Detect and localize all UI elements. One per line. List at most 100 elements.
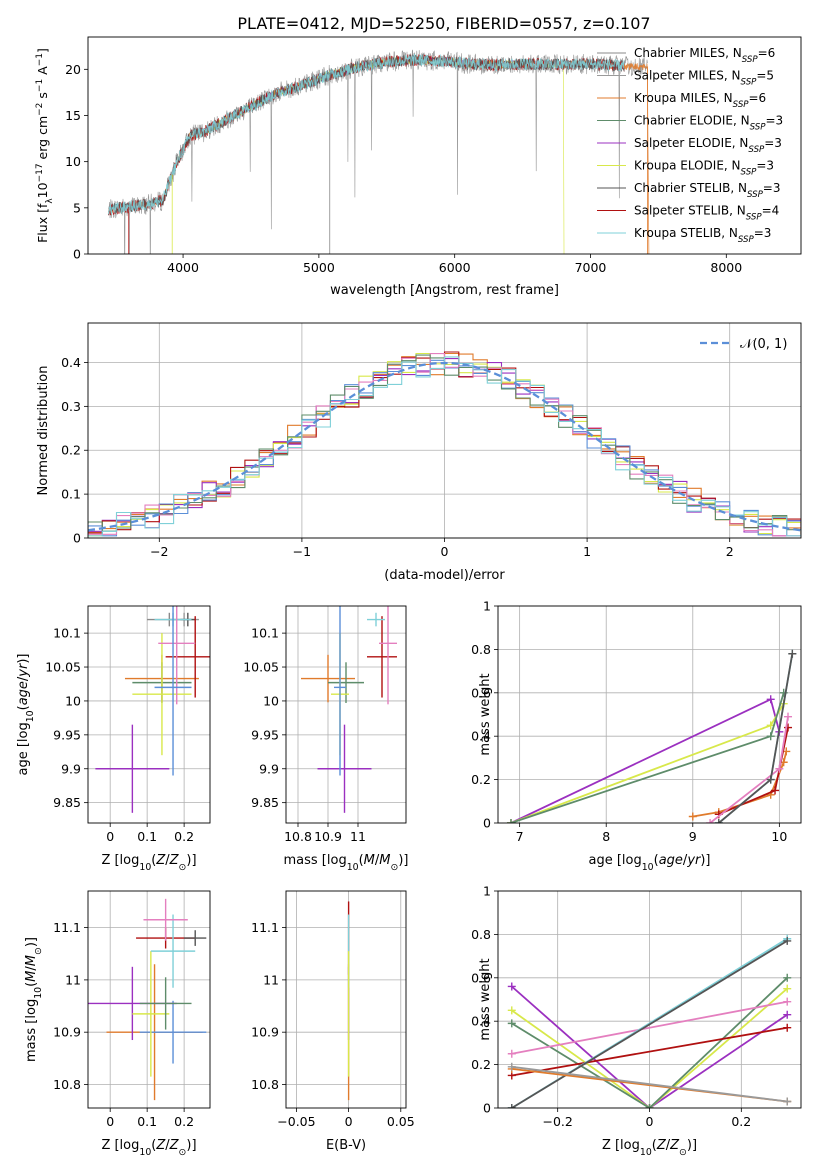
y-tick-label: 0.3 [61, 399, 81, 414]
y-tick-label: 0.2 [471, 1057, 491, 1072]
y-tick-label: 9.85 [251, 795, 279, 810]
x-tick-label: 10.9 [314, 829, 342, 844]
y-axis-label: Flux [fλ10−17 erg cm−2 s−1 A−1] [35, 48, 55, 243]
y-tick-label: 9.95 [53, 727, 81, 742]
weight-marker [783, 936, 792, 945]
weight-marker [507, 1062, 516, 1071]
x-tick-label: −0.05 [277, 1114, 315, 1129]
weight-marker [507, 982, 516, 991]
legend-entry: Kroupa MILES, NSSP=6 [634, 91, 766, 110]
mass_vs_Z-panel: 0 0.1 0.2 10.8 10.9 11 11.1 Z [log10(Z/Z⊙)] mass… [24, 890, 211, 1158]
x-tick-label: 0 [646, 1114, 654, 1129]
error-bars [88, 898, 207, 1101]
y-axis-label: age [log10(age/yr)] [16, 653, 36, 775]
legend-entry: Kroupa STELIB, NSSP=3 [634, 226, 771, 245]
x-tick-label: 0 [106, 1114, 114, 1129]
x-axis-label: mass [log10(M/M⊙)] [284, 853, 409, 873]
y-tick-label: 0.6 [471, 685, 491, 700]
y-tick-label: 11 [263, 972, 279, 987]
axes-frame [497, 890, 802, 1109]
y-axis-label: mass weight [478, 673, 493, 755]
legend-entry: Chabrier MILES, NSSP=6 [634, 46, 775, 65]
x-axis-label: wavelength [Angstrom, rest frame] [330, 283, 559, 298]
y-axis-label: mass weight [478, 958, 493, 1040]
y-tick-label: 0.2 [471, 772, 491, 787]
axes-frame [87, 36, 802, 255]
weight-series [511, 1065, 788, 1103]
y-tick-label: 0.8 [471, 927, 491, 942]
x-tick-label: −0.2 [543, 1114, 573, 1129]
x-axis-label: Z [log10(Z/Z⊙)] [101, 853, 196, 873]
y-tick-label: 10.05 [45, 660, 81, 675]
x-tick-label: 0.1 [137, 829, 157, 844]
x-tick-label: 10.8 [284, 829, 312, 844]
x-tick-label: 10 [771, 829, 787, 844]
weight-marker [507, 1006, 516, 1015]
x-tick-label: 1 [583, 544, 591, 559]
weight-lines [506, 649, 797, 823]
weight-marker [766, 695, 775, 704]
x-tick-label: 0.2 [174, 829, 194, 844]
weight-marker [766, 732, 775, 741]
axes-frame [87, 322, 802, 539]
y-tick-label: 20 [65, 62, 81, 77]
weight-marker [783, 1010, 792, 1019]
x-tick-label: 6000 [439, 260, 471, 275]
axes-frame [285, 890, 407, 1109]
y-tick-label: 10 [263, 693, 279, 708]
axes-frame [87, 890, 211, 1109]
age_vs_mass-panel: 10.8 10.9 11 9.85 9.9 9.95 10 10.05 10.1 mass [lo… [243, 605, 409, 873]
y-tick-label: 0.1 [61, 487, 81, 502]
axes-frame [497, 605, 802, 824]
axes-frame [87, 605, 211, 824]
weight-marker [645, 1104, 654, 1108]
x-tick-label: 8 [602, 829, 610, 844]
legend-entry: Chabrier STELIB, NSSP=3 [634, 181, 781, 200]
weight-series [511, 1000, 788, 1055]
x-tick-label: −1 [293, 544, 311, 559]
weight-series [511, 1026, 788, 1077]
y-tick-label: 0 [483, 816, 491, 831]
legend-entry: Salpeter STELIB, NSSP=4 [634, 204, 779, 223]
x-axis-label: Z [log10(Z/Z⊙)] [101, 1138, 196, 1158]
mass_vs_EBV-panel: −0.05 0 0.05 10.8 10.9 11 11.1 E(B-V) [251, 890, 415, 1153]
x-tick-label: 11 [350, 829, 366, 844]
figure-title: PLATE=0412, MJD=52250, FIBERID=0557, z=0… [237, 14, 650, 33]
weight-series [718, 653, 794, 823]
x-axis-label: age [log10(age/yr)] [588, 853, 710, 873]
error-bars [301, 606, 397, 813]
weight-marker [775, 764, 784, 773]
spectrum-chabrier-stelib [108, 54, 625, 216]
y-tick-label: 0.4 [471, 729, 491, 744]
y-axis-label: Normed distribution [36, 366, 51, 496]
spectrum-kroupa-elodie [196, 56, 565, 254]
y-tick-label: 1 [483, 599, 491, 614]
weight-lines [507, 934, 792, 1108]
x-tick-label: 0 [106, 829, 114, 844]
legend-entry: Kroupa ELODIE, NSSP=3 [634, 159, 774, 178]
x-tick-label: 9 [689, 829, 697, 844]
legend: Chabrier MILES, NSSP=6 Salpeter MILES, NS… [597, 46, 783, 245]
y-tick-label: 0.6 [471, 970, 491, 985]
y-tick-label: 0.4 [471, 1014, 491, 1029]
y-tick-label: 10.1 [53, 626, 81, 641]
y-tick-label: 10 [65, 693, 81, 708]
weight-marker [507, 1049, 516, 1058]
x-tick-label: 0.2 [731, 1114, 751, 1129]
weight-series [511, 987, 788, 1108]
weight-marker [766, 775, 775, 784]
histograms [88, 351, 801, 537]
weight-marker [783, 973, 792, 982]
x-tick-label: 4000 [167, 260, 199, 275]
x-axis-label: E(B-V) [326, 1138, 366, 1153]
y-tick-label: 10.8 [53, 1077, 81, 1092]
weight-marker [507, 1019, 516, 1028]
weight-marker [783, 1023, 792, 1032]
weight-series [511, 940, 788, 1108]
residuals-panel: −2 −1 0 1 2 0 0.1 0.2 0.3 0.4 (data-model)/error No… [36, 322, 802, 583]
x-tick-label: 0 [345, 1114, 353, 1129]
weight-series [511, 985, 788, 1108]
x-tick-label: 0.1 [137, 1114, 157, 1129]
axes-frame [285, 605, 407, 824]
